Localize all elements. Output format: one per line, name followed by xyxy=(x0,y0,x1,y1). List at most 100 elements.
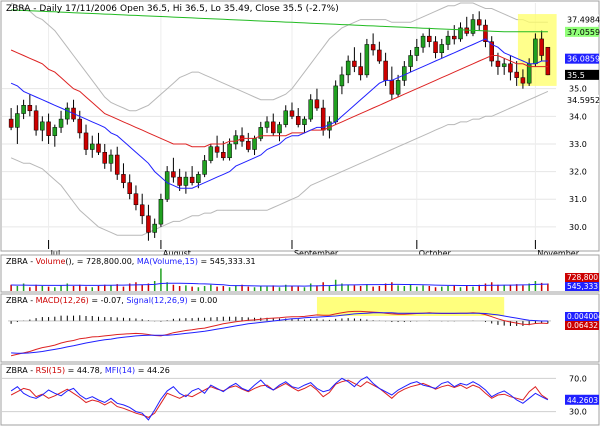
candle-body xyxy=(33,110,39,131)
candle-body xyxy=(102,152,107,164)
price-tag xyxy=(565,94,599,105)
candle-body xyxy=(345,60,351,76)
candle-body xyxy=(408,55,413,67)
candle-body xyxy=(389,80,395,95)
candle-body xyxy=(127,182,132,194)
bollinger-upper-band xyxy=(10,2,548,112)
rsi-line xyxy=(10,379,549,418)
ma-blue-line xyxy=(10,38,548,189)
rsi-tag-label: 44.2603 xyxy=(567,396,598,405)
candle-body xyxy=(314,99,320,109)
price-panel-frame xyxy=(0,0,600,252)
candle-body xyxy=(152,223,157,233)
volume-ma-title: MA(Volume,15) xyxy=(137,257,198,266)
candle-body xyxy=(40,121,45,131)
candle-body xyxy=(65,107,70,120)
macd-tag xyxy=(565,312,599,321)
candle-body xyxy=(264,121,270,128)
candle-body xyxy=(352,60,357,67)
candle-body xyxy=(15,113,20,128)
candle-body xyxy=(302,118,307,125)
candle-body xyxy=(283,110,288,125)
macd-tag-label: 0.06432 xyxy=(567,321,598,330)
candle-body xyxy=(171,171,176,178)
candle-body xyxy=(483,24,488,42)
macd-header: ZBRA - MACD(12,26) = -0.07, Signal(12,26… xyxy=(6,296,217,305)
candle-body xyxy=(158,198,164,225)
price-tag-label: 34.5952 xyxy=(567,96,600,105)
candle-body xyxy=(214,146,220,153)
y-tick-label: 30.0 xyxy=(569,223,587,232)
x-tick-label: Jul xyxy=(50,249,61,258)
candle-body xyxy=(295,116,301,125)
y-tick-label: 31.0 xyxy=(569,195,587,204)
candle-body xyxy=(183,176,189,186)
signal-title: Signal(12,26,9) xyxy=(126,296,187,305)
candle-body xyxy=(252,138,257,150)
candle-body xyxy=(370,44,376,51)
candle-body xyxy=(258,127,264,139)
candle-body xyxy=(414,46,420,56)
candle-body xyxy=(208,146,214,161)
candle-body xyxy=(445,35,451,45)
x-tick-label: November xyxy=(537,249,579,258)
price-tag-label: 36.0859 xyxy=(567,55,600,64)
candle-body xyxy=(227,143,232,159)
volume-header: ZBRA - Volume(), = 728,800.00, MA(Volume… xyxy=(6,257,256,266)
candle-body xyxy=(246,140,251,150)
candle-body xyxy=(433,41,438,54)
candle-body xyxy=(470,19,476,34)
candle-body xyxy=(520,77,526,84)
mfi-title: MFI(14) xyxy=(105,366,135,375)
candle-body xyxy=(58,118,64,128)
ma-red-line xyxy=(10,49,548,148)
candle-body xyxy=(46,121,51,136)
candle-body xyxy=(277,124,282,134)
candle-body xyxy=(52,127,58,136)
candle-body xyxy=(514,71,519,78)
header-sep: - xyxy=(30,4,39,14)
volume-tag xyxy=(565,282,599,291)
candle-body xyxy=(164,171,170,200)
price-panel: 35.0 34.0 33.0 32.0 31.0 30.0 Jul August Septem… xyxy=(0,0,600,258)
volume-title: Volume xyxy=(36,257,66,266)
rsi-panel: 70.0 30.0 44.2603 ZBRA - RSI(15) = 44.78,… xyxy=(0,363,600,426)
candle-body xyxy=(458,27,463,40)
price-tag-label: 37.4984 xyxy=(567,16,600,25)
rsi-header: ZBRA - RSI(15) = 44.78, MFI(14) = 44.26 xyxy=(6,366,170,375)
candle-body xyxy=(533,38,538,65)
volume-tag-label: 728,800 xyxy=(567,273,598,282)
rsi-tick-label: 30.0 xyxy=(569,408,587,417)
x-tick-label: August xyxy=(163,249,191,258)
candle-body xyxy=(476,19,482,26)
candle-body xyxy=(427,35,432,42)
candle-body xyxy=(508,63,513,73)
price-tag-label: 35.5 xyxy=(567,71,585,80)
volume-tag-label: 545,333 xyxy=(567,282,598,291)
ma-green-line xyxy=(11,9,548,33)
header-ohlc: Open 36.5, Hi 36.5, Lo 35.49, Close 35.5… xyxy=(120,4,339,14)
rsi-tick-label: 70.0 xyxy=(569,374,587,383)
candle-body xyxy=(439,44,445,54)
candle-body xyxy=(327,121,332,131)
candle-body xyxy=(402,66,407,81)
volume-tag xyxy=(565,273,599,282)
candle-body xyxy=(364,44,370,76)
candle-body xyxy=(221,152,226,159)
header-period: Daily xyxy=(39,4,62,14)
volume-ma-line xyxy=(11,282,548,287)
price-header: ZBRA - Daily 17/11/2006 Open 36.5, Hi 36.5… xyxy=(6,4,339,14)
y-tick-label: 34.0 xyxy=(569,112,587,121)
candle-body xyxy=(202,160,207,175)
price-tag-label: 37.0559 xyxy=(567,28,600,37)
signal-line xyxy=(11,312,548,354)
price-tag xyxy=(565,14,599,25)
y-tick-label: 33.0 xyxy=(569,140,587,149)
candle-body xyxy=(495,60,501,67)
candle-body xyxy=(539,38,544,56)
candle-body xyxy=(395,80,401,95)
candle-body xyxy=(189,176,195,183)
candle-body xyxy=(420,35,426,48)
candle-body xyxy=(133,193,139,206)
